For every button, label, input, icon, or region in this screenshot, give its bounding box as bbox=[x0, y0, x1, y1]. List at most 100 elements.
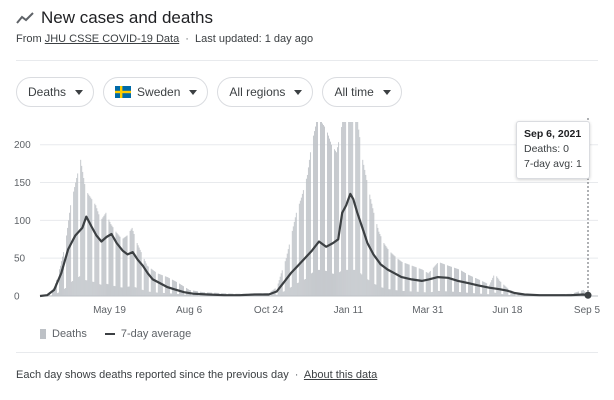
deaths-bar bbox=[69, 212, 71, 296]
deaths-bar bbox=[286, 253, 288, 296]
time-range-dropdown[interactable]: All time bbox=[322, 77, 402, 107]
deaths-bar bbox=[60, 265, 62, 296]
chevron-down-icon bbox=[189, 89, 198, 95]
deaths-bar bbox=[353, 269, 355, 296]
legend-item-average[interactable]: 7-day average bbox=[104, 328, 191, 340]
deaths-bar bbox=[381, 287, 383, 296]
deaths-bar bbox=[148, 291, 150, 296]
deaths-bar bbox=[350, 122, 352, 296]
deaths-bar bbox=[516, 295, 518, 296]
deaths-bar bbox=[394, 256, 396, 296]
deaths-bar bbox=[96, 208, 98, 296]
deaths-bar bbox=[507, 288, 509, 296]
source-link[interactable]: JHU CSSE COVID-19 Data bbox=[44, 33, 180, 45]
deaths-bar bbox=[461, 270, 462, 296]
deaths-bar bbox=[361, 274, 363, 296]
tooltip-date: Sep 6, 2021 bbox=[524, 128, 582, 140]
country-dropdown[interactable]: Sweden bbox=[103, 77, 209, 107]
deaths-bar bbox=[137, 245, 139, 296]
deaths-bar bbox=[57, 293, 58, 296]
deaths-bar bbox=[424, 292, 426, 296]
deaths-bar bbox=[103, 215, 105, 296]
deaths-bar bbox=[109, 221, 111, 296]
deaths-bar bbox=[480, 293, 482, 296]
deaths-bar bbox=[402, 290, 404, 296]
deaths-bar bbox=[152, 270, 154, 296]
deaths-bar bbox=[287, 249, 289, 296]
deaths-bar bbox=[465, 273, 466, 296]
deaths-bar bbox=[317, 122, 318, 296]
deaths-bar bbox=[334, 149, 336, 296]
deaths-bar bbox=[117, 234, 119, 296]
deaths-bar bbox=[444, 291, 446, 296]
deaths-bar bbox=[282, 291, 284, 296]
deaths-bar bbox=[101, 218, 103, 296]
deaths-bar bbox=[470, 275, 471, 296]
header-divider bbox=[16, 60, 598, 61]
last-updated: Last updated: 1 day ago bbox=[195, 33, 314, 45]
legend-item-deaths[interactable]: Deaths bbox=[40, 328, 87, 340]
deaths-bar bbox=[426, 272, 428, 296]
deaths-bar bbox=[375, 284, 377, 296]
deaths-bar bbox=[134, 287, 136, 296]
deaths-bar bbox=[414, 266, 416, 296]
regions-dropdown[interactable]: All regions bbox=[217, 77, 314, 107]
deaths-bar bbox=[471, 276, 473, 296]
deaths-bar bbox=[455, 268, 456, 296]
deaths-bars bbox=[42, 122, 586, 296]
deaths-bar bbox=[169, 293, 171, 296]
deaths-bar bbox=[301, 193, 303, 296]
deaths-bar bbox=[70, 205, 72, 296]
deaths-bar bbox=[492, 277, 494, 296]
deaths-bar bbox=[121, 287, 123, 296]
deaths-bar bbox=[462, 271, 463, 296]
deaths-bar bbox=[493, 275, 495, 296]
deaths-bar bbox=[452, 291, 453, 296]
deaths-bar bbox=[474, 293, 476, 296]
deaths-bar bbox=[291, 230, 293, 296]
deaths-bar bbox=[86, 280, 88, 296]
deaths-bar bbox=[397, 258, 399, 296]
deaths-bar bbox=[316, 122, 317, 296]
deaths-bar bbox=[447, 265, 449, 296]
deaths-chart[interactable]: 0 50 100 150 200 May 19 Aug 6 Oct 24 Jan 11 Mar … bbox=[0, 110, 614, 325]
deaths-bar bbox=[191, 295, 192, 296]
time-label: All time bbox=[334, 85, 374, 99]
chevron-down-icon bbox=[294, 89, 303, 95]
deaths-bar bbox=[386, 247, 388, 296]
deaths-bar bbox=[125, 236, 127, 296]
deaths-bar bbox=[388, 289, 390, 296]
deaths-bar bbox=[438, 290, 440, 296]
deaths-bar bbox=[392, 254, 394, 296]
deaths-bar bbox=[143, 258, 145, 296]
deaths-bar bbox=[159, 274, 161, 296]
deaths-bar bbox=[107, 284, 109, 296]
deaths-bar bbox=[442, 263, 444, 296]
deaths-bar bbox=[141, 289, 143, 296]
deaths-bar bbox=[314, 131, 315, 296]
deaths-bar bbox=[307, 167, 309, 296]
metric-dropdown[interactable]: Deaths bbox=[16, 77, 95, 107]
deaths-bar bbox=[487, 294, 489, 296]
deaths-bar bbox=[123, 237, 125, 296]
deaths-bar bbox=[406, 263, 408, 296]
deaths-bar bbox=[418, 268, 420, 296]
deaths-bar bbox=[145, 263, 147, 296]
deaths-bar bbox=[456, 268, 457, 296]
deaths-bar bbox=[498, 279, 500, 296]
deaths-bar bbox=[275, 294, 277, 296]
deaths-bar bbox=[113, 285, 115, 296]
hover-tooltip: Sep 6, 2021 Deaths: 0 7-day avg: 1 bbox=[516, 121, 590, 179]
deaths-bar bbox=[360, 273, 362, 296]
deaths-bar bbox=[411, 265, 413, 296]
deaths-bar bbox=[83, 177, 85, 296]
about-data-link[interactable]: About this data bbox=[303, 369, 378, 381]
deaths-bar bbox=[147, 266, 149, 296]
deaths-bar bbox=[331, 144, 332, 296]
deaths-bar bbox=[56, 279, 57, 296]
deaths-bar bbox=[458, 269, 459, 296]
deaths-bar bbox=[390, 252, 392, 296]
deaths-bar bbox=[582, 289, 584, 296]
deaths-bar bbox=[303, 279, 305, 296]
deaths-bar bbox=[469, 275, 470, 296]
